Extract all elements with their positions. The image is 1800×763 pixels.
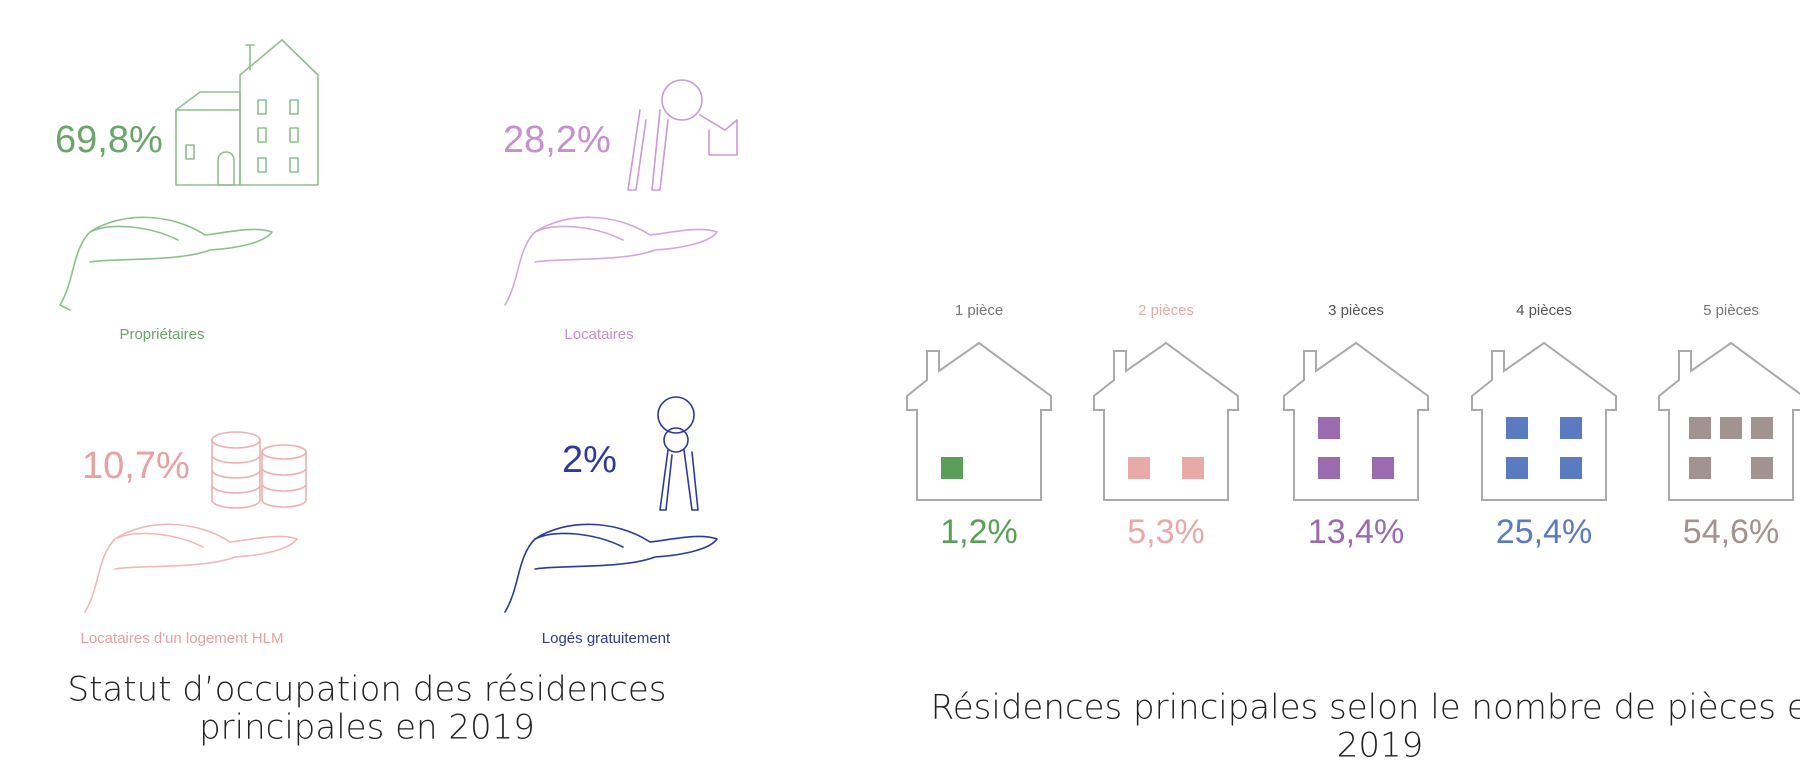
room (1372, 457, 1394, 479)
page: {"left": { "items": [ {"value": "69,8%",… (0, 0, 1800, 763)
stat-label: Locataires d'un logement HLM (81, 630, 284, 647)
room (1689, 417, 1711, 439)
keys-icon (658, 397, 698, 510)
coins-icon (212, 432, 306, 508)
hand-icon (85, 524, 297, 612)
room (1560, 417, 1582, 439)
room (1506, 457, 1528, 479)
room-value: 54,6% (1683, 513, 1779, 551)
room (1720, 417, 1742, 439)
stat-label: Logés gratuitement (542, 630, 671, 647)
panel-title: principales en 2019 (199, 708, 535, 748)
room (941, 457, 963, 479)
room (1560, 457, 1582, 479)
panel-title: Statut d’occupation des résidences (68, 670, 667, 710)
room (1751, 457, 1773, 479)
stat-value: 2% (562, 439, 617, 481)
room-label: 1 pièce (955, 302, 1003, 319)
house-outline (1094, 343, 1238, 500)
room-value: 1,2% (940, 513, 1018, 551)
room (1318, 457, 1340, 479)
room (1182, 457, 1204, 479)
room (1318, 417, 1340, 439)
house-outline (1472, 343, 1616, 500)
stat-label: Propriétaires (119, 326, 204, 343)
infographic: 69,8% Propriétaires 28,2% Locataires 10,… (0, 0, 1800, 763)
room-label: 3 pièces (1328, 302, 1384, 319)
room (1128, 457, 1150, 479)
hand-icon (505, 217, 717, 305)
room-value: 13,4% (1308, 513, 1404, 551)
panel-title: 2019 (1337, 726, 1424, 763)
keys-icon (628, 80, 737, 190)
stat-value: 69,8% (55, 119, 163, 161)
room-value: 5,3% (1127, 513, 1205, 551)
room-label: 4 pièces (1516, 302, 1572, 319)
hand-icon (505, 524, 717, 612)
room (1751, 417, 1773, 439)
houses: 1 pièce 1,2% 2 pièces 5,3% 3 pièces 13,4% 4 pi… (907, 302, 1800, 551)
stat-value: 28,2% (503, 119, 611, 161)
house-outline (907, 343, 1051, 500)
room-value: 25,4% (1496, 513, 1592, 551)
stat-value: 10,7% (82, 445, 190, 487)
stat-label: Locataires (564, 326, 633, 343)
house-outline (1284, 343, 1428, 500)
room (1689, 457, 1711, 479)
room-label: 2 pièces (1138, 302, 1194, 319)
panel-title: Résidences principales selon le nombre d… (931, 688, 1800, 728)
room (1506, 417, 1528, 439)
house-icon (176, 40, 318, 185)
room-label: 5 pièces (1703, 302, 1759, 319)
hand-icon (60, 217, 272, 310)
